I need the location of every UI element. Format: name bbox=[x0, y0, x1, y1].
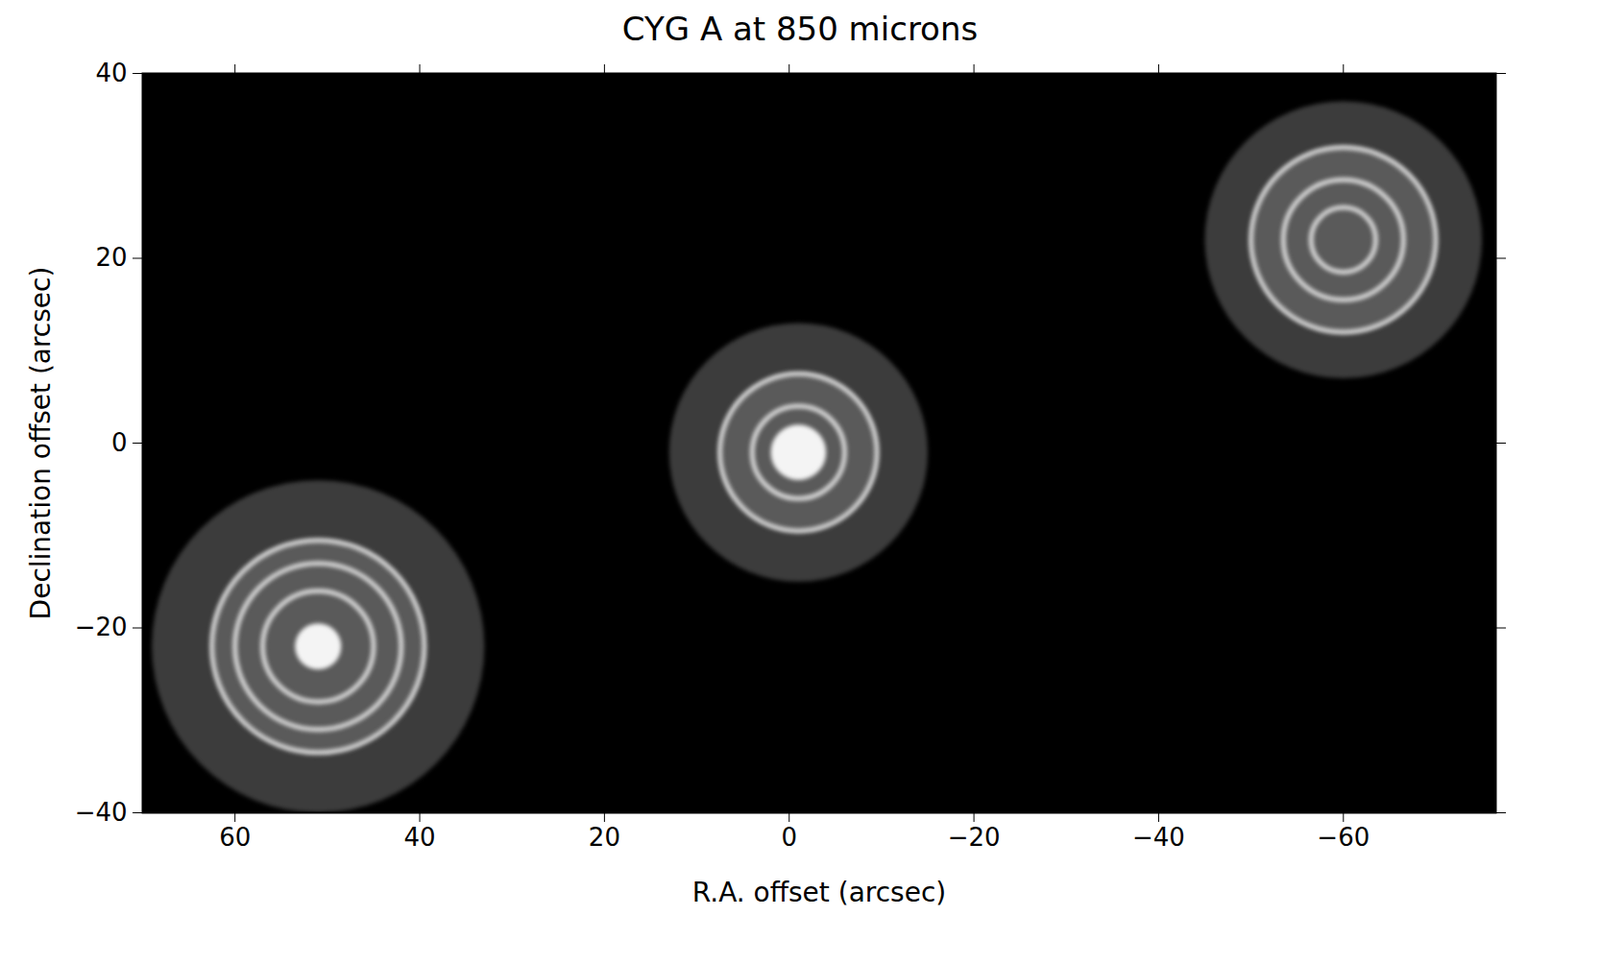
svg-text:60: 60 bbox=[218, 823, 251, 852]
svg-text:20: 20 bbox=[588, 823, 621, 852]
svg-text:40: 40 bbox=[403, 823, 436, 852]
svg-text:0: 0 bbox=[111, 428, 128, 458]
svg-text:40: 40 bbox=[95, 58, 127, 88]
svg-text:Declination offset (arcsec): Declination offset (arcsec) bbox=[24, 266, 57, 621]
svg-text:−20: −20 bbox=[947, 823, 1001, 852]
svg-text:−60: −60 bbox=[1316, 823, 1370, 852]
html-text:CYG A at 850 microns: CYG A at 850 microns bbox=[622, 9, 978, 49]
svg-text:20: 20 bbox=[95, 242, 127, 272]
svg-text:0: 0 bbox=[780, 823, 798, 852]
svg-text:−20: −20 bbox=[74, 612, 128, 642]
svg-text:R.A. offset (arcsec): R.A. offset (arcsec) bbox=[692, 876, 946, 909]
svg-text:−40: −40 bbox=[1132, 823, 1186, 852]
svg-text:−40: −40 bbox=[74, 798, 128, 827]
